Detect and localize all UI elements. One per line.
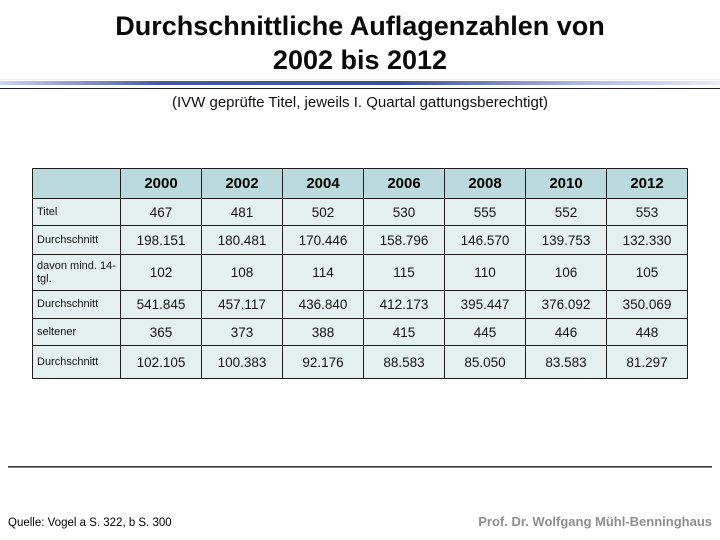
table-cell: 105 [606,254,688,291]
table-row: seltener 365 373 388 415 445 446 448 [32,318,688,346]
table-cell: 88.583 [363,345,445,379]
table-cell: 110 [444,254,526,291]
table-header-row: 2000 2002 2004 2006 2008 2010 2012 [32,168,688,199]
row-label: davon mind. 14-tgl. [32,254,121,291]
table-header-year: 2004 [282,168,364,199]
accent-highlight-line [0,79,720,80]
row-label: seltener [32,318,121,346]
table-cell: 180.481 [201,225,283,255]
table-header-year: 2010 [525,168,607,199]
table-header-year: 2000 [120,168,202,199]
table-cell: 481 [201,198,283,226]
row-label: Durchschnitt [32,225,121,255]
table-row: Titel 467 481 502 530 555 552 553 [32,198,688,226]
slide-title: Durchschnittliche Auflagenzahlen von 200… [0,9,720,77]
row-label: Durchschnitt [32,290,121,319]
table-cell: 530 [363,198,445,226]
slide-subtitle: (IVW geprüfte Titel, jeweils I. Quartal … [171,94,548,111]
table-cell: 467 [120,198,202,226]
table-cell: 448 [606,318,688,346]
table-header-empty [32,168,121,199]
table-header-year: 2012 [606,168,688,199]
table-header-year: 2008 [444,168,526,199]
table-header-year: 2006 [363,168,445,199]
table-cell: 365 [120,318,202,346]
table-cell: 457.117 [201,290,283,319]
table-row: Durchschnitt 541.845 457.117 436.840 412… [32,290,688,319]
table-cell: 376.092 [525,290,607,319]
table-cell: 102 [120,254,202,291]
table-cell: 83.583 [525,345,607,379]
table-cell: 92.176 [282,345,364,379]
table-cell: 81.297 [606,345,688,379]
table-cell: 350.069 [606,290,688,319]
table-cell: 395.447 [444,290,526,319]
table-cell: 388 [282,318,364,346]
table-cell: 412.173 [363,290,445,319]
table-cell: 146.570 [444,225,526,255]
table-cell: 100.383 [201,345,283,379]
table-header-year: 2002 [201,168,283,199]
table-cell: 108 [201,254,283,291]
table-cell: 445 [444,318,526,346]
table-cell: 446 [525,318,607,346]
author-credit: Prof. Dr. Wolfgang Mühl-Benninghaus [478,514,712,529]
circulation-table: 2000 2002 2004 2006 2008 2010 2012 Titel… [32,168,688,379]
accent-gradient-band [0,81,720,85]
title-separator-line [0,88,720,89]
table-cell: 114 [282,254,364,291]
row-label: Durchschnitt [32,345,121,379]
row-label: Titel [32,198,121,226]
table-row: Durchschnitt 198.151 180.481 170.446 158… [32,225,688,255]
table-cell: 132.330 [606,225,688,255]
table-cell: 170.446 [282,225,364,255]
table-cell: 415 [363,318,445,346]
table-cell: 555 [444,198,526,226]
table-cell: 502 [282,198,364,226]
footer-separator-line [8,466,712,468]
slide-title-line1: Durchschnittliche Auflagenzahlen von [115,11,605,41]
table-cell: 198.151 [120,225,202,255]
table-cell: 541.845 [120,290,202,319]
table-row: Durchschnitt 102.105 100.383 92.176 88.5… [32,345,688,379]
slide-title-line2: 2002 bis 2012 [272,45,448,75]
table-cell: 139.753 [525,225,607,255]
table-cell: 106 [525,254,607,291]
table-cell: 373 [201,318,283,346]
table-cell: 85.050 [444,345,526,379]
table-cell: 102.105 [120,345,202,379]
table-cell: 158.796 [363,225,445,255]
table-cell: 553 [606,198,688,226]
table-cell: 436.840 [282,290,364,319]
table-row: davon mind. 14-tgl. 102 108 114 115 110 … [32,254,688,291]
table-cell: 115 [363,254,445,291]
source-citation: Quelle: Vogel a S. 322, b S. 300 [8,517,172,529]
table-cell: 552 [525,198,607,226]
